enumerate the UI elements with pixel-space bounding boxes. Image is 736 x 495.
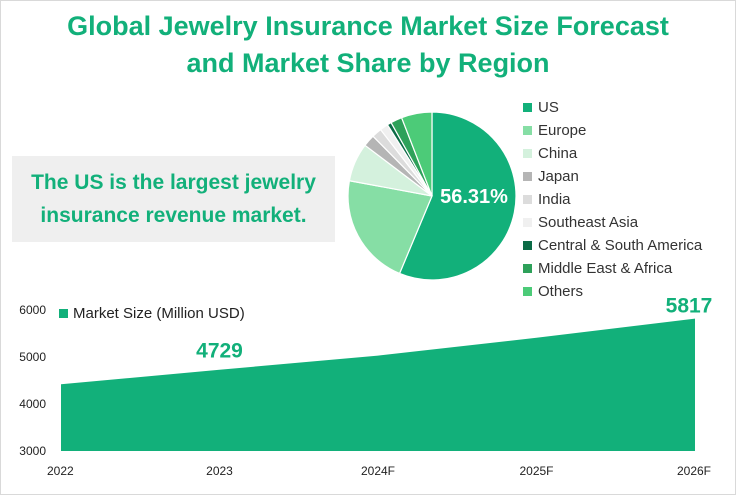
legend-swatch <box>523 126 532 135</box>
title-line-2: and Market Share by Region <box>186 48 550 78</box>
pie-legend: US Europe China Japan India Southeast Asia Cen… <box>523 96 702 303</box>
x-tick-label: 2025F <box>519 464 553 478</box>
y-tick-label: 6000 <box>19 303 46 317</box>
legend-label: India <box>538 191 571 208</box>
legend-item: China <box>523 142 702 165</box>
legend-label: China <box>538 145 578 162</box>
y-tick-label: 4000 <box>19 397 46 411</box>
data-label-2023: 4729 <box>196 340 243 363</box>
chart-title: Global Jewelry Insurance Market Size For… <box>0 8 736 82</box>
legend-swatch <box>523 172 532 181</box>
title-line-1: Global Jewelry Insurance Market Size For… <box>67 11 669 41</box>
legend-swatch <box>523 149 532 158</box>
pie-slice-us <box>398 111 517 281</box>
legend-item: Others <box>523 280 702 303</box>
legend-label: US <box>538 99 559 116</box>
area-legend-label: Market Size (Million USD) <box>73 305 245 322</box>
x-tick-label: 2026F <box>677 464 711 478</box>
x-tick-label: 2023 <box>206 464 233 478</box>
legend-label: Central & South America <box>538 237 703 254</box>
pie-slice-europe <box>347 180 433 275</box>
legend-item: Middle East & Africa <box>523 257 702 280</box>
area-chart: 3000 4000 5000 6000 2022 2023 2024F 2025F 2026F M… <box>19 295 712 478</box>
legend-swatch <box>523 218 532 227</box>
y-tick-label: 3000 <box>19 444 46 458</box>
legend-item: Central & South America <box>523 234 702 257</box>
y-tick-label: 5000 <box>19 350 46 364</box>
area-legend-swatch <box>59 309 68 318</box>
legend-item: Europe <box>523 119 702 142</box>
legend-item: Japan <box>523 165 702 188</box>
legend-label: Japan <box>538 168 579 185</box>
x-tick-label: 2022 <box>47 464 74 478</box>
legend-swatch <box>523 264 532 273</box>
legend-item: India <box>523 188 702 211</box>
legend-swatch <box>523 241 532 250</box>
legend-label: Middle East & Africa <box>538 260 673 277</box>
pie-slice-others <box>400 111 433 197</box>
callout-box: The US is the largest jewelry insurance … <box>12 156 335 242</box>
callout-line-2: insurance revenue market. <box>40 204 307 227</box>
area-series <box>61 318 695 451</box>
legend-swatch <box>523 287 532 296</box>
data-label-2026f: 5817 <box>666 295 713 318</box>
legend-item: Southeast Asia <box>523 211 702 234</box>
legend-swatch <box>523 195 532 204</box>
legend-label: Southeast Asia <box>538 214 639 231</box>
pie-data-label: 56.31% <box>440 186 508 208</box>
x-tick-label: 2024F <box>361 464 395 478</box>
pie-chart: 56.31% <box>347 111 517 281</box>
legend-item: US <box>523 96 702 119</box>
legend-label: Others <box>538 283 584 300</box>
legend-label: Europe <box>538 122 587 139</box>
callout-line-1: The US is the largest jewelry <box>31 171 316 194</box>
legend-swatch <box>523 103 532 112</box>
